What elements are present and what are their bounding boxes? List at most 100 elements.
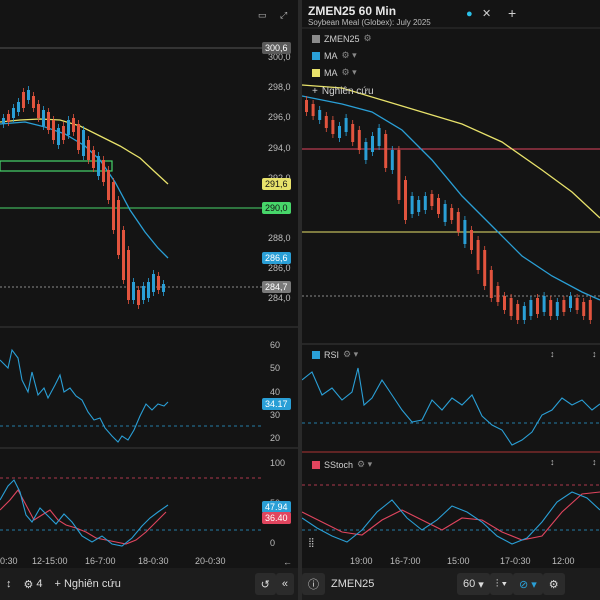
- reset-button[interactable]: ↺: [254, 573, 276, 595]
- candle: [305, 100, 308, 112]
- legend-label: MA: [324, 67, 338, 78]
- stoch-line: [302, 491, 600, 545]
- candles-group: [2, 86, 165, 309]
- scroll-up-icon[interactable]: ↕: [550, 349, 555, 359]
- left-chart-canvas[interactable]: ▭ ⤢ 300,0298,0296,0294,0292,0290,0288,02…: [0, 0, 298, 568]
- legend-item-symbol[interactable]: ZMEN25 ⚙: [312, 33, 372, 44]
- legend-item-ma-blue[interactable]: MA ⚙ ▾: [312, 50, 357, 61]
- gear-icon[interactable]: ⚙ ▾: [341, 67, 357, 77]
- candle: [32, 96, 35, 108]
- candle: [62, 126, 65, 140]
- gear-icon[interactable]: ⚙: [363, 33, 372, 43]
- right-chart-pane[interactable]: 19:00 16-7:00 15:00 17-0:30 12:00 ⣿ ↕ ↕ ↕ ↕ …: [302, 0, 600, 568]
- candle: [2, 118, 5, 124]
- stoch-tick-label: 0: [270, 538, 275, 548]
- candle: [147, 282, 150, 298]
- candle: [351, 124, 355, 142]
- candle: [42, 110, 45, 126]
- plus-icon: +: [54, 578, 61, 590]
- candles-group: [305, 96, 592, 324]
- window-icon[interactable]: ▭: [258, 10, 267, 20]
- candle: [132, 282, 135, 300]
- research-button[interactable]: + Nghiên cứu: [49, 573, 127, 595]
- candle: [496, 286, 500, 302]
- gear-icon[interactable]: ⚙ ▾: [341, 50, 357, 60]
- candle: [324, 116, 328, 128]
- time-label: 18-0:30: [138, 556, 169, 566]
- legend-item-ma-yellow[interactable]: MA ⚙ ▾: [312, 67, 357, 78]
- candle: [450, 208, 454, 220]
- candle: [142, 286, 145, 300]
- right-chart-canvas[interactable]: 19:00 16-7:00 15:00 17-0:30 12:00 ⣿ ↕ ↕ ↕ ↕: [302, 0, 600, 568]
- chevron-down-icon: ▾: [478, 578, 484, 591]
- zoom-icon[interactable]: ↕: [6, 578, 12, 590]
- scroll-up-icon[interactable]: ↕: [592, 349, 597, 359]
- candle: [575, 298, 579, 310]
- drag-handle-icon[interactable]: ⣿: [308, 537, 315, 547]
- scroll-up-icon[interactable]: ↕: [550, 457, 555, 467]
- scroll-up-icon[interactable]: ↕: [592, 457, 597, 467]
- close-icon[interactable]: ✕: [482, 8, 492, 20]
- time-label: 12:00: [552, 556, 575, 566]
- legend-item-rsi[interactable]: RSI ⚙ ▾: [312, 349, 358, 360]
- candle: [12, 108, 15, 118]
- zone-rectangle[interactable]: [0, 160, 113, 172]
- gear-icon[interactable]: ⚙ ▾: [357, 459, 373, 469]
- collapse-button[interactable]: «: [275, 573, 294, 595]
- price-tick-label: 300,0: [268, 52, 291, 62]
- candle: [582, 302, 586, 316]
- time-label: 19:00: [350, 556, 373, 566]
- candle: [17, 102, 20, 112]
- arrow-left-icon[interactable]: ←: [283, 557, 292, 567]
- time-label: 16-7:00: [390, 556, 421, 566]
- add-tab-icon[interactable]: +: [508, 5, 517, 21]
- swatch: [312, 51, 320, 60]
- gear-icon: ⚙: [23, 578, 34, 591]
- candle: [7, 114, 10, 122]
- pane-divider[interactable]: [298, 0, 302, 600]
- time-label: 16-7:00: [85, 556, 116, 566]
- status-dot-icon: ●: [466, 8, 473, 20]
- candle: [390, 150, 394, 170]
- chart-title: ZMEN25 60 Min: [308, 4, 397, 18]
- candle: [162, 284, 165, 292]
- time-label: 17-0:30: [500, 556, 531, 566]
- candle: [357, 130, 361, 150]
- candle: [483, 250, 487, 286]
- gear-icon[interactable]: ⚙ ▾: [343, 349, 359, 359]
- rsi-line: [0, 348, 169, 443]
- candle: [52, 120, 55, 140]
- legend-label: RSI: [324, 349, 340, 360]
- candle: [72, 118, 75, 132]
- research-button[interactable]: + Nghiên cứu: [312, 86, 374, 97]
- settings-button[interactable]: ⚙: [542, 573, 565, 595]
- research-label: Nghiên cứu: [321, 86, 374, 97]
- left-price-axis: 300,0298,0296,0294,0292,0290,0288,0286,0…: [268, 52, 291, 548]
- candle: [555, 302, 559, 316]
- rsi-tick-label: 40: [270, 387, 280, 397]
- research-label: Nghiên cứu: [63, 578, 121, 590]
- info-button[interactable]: ⓘ: [302, 573, 325, 595]
- plus-icon: +: [312, 86, 318, 97]
- candle: [152, 274, 155, 292]
- candle: [443, 204, 447, 222]
- candle: [107, 170, 110, 200]
- maximize-icon[interactable]: ⤢: [279, 10, 287, 20]
- candle: [437, 198, 440, 214]
- legend-item-stoch[interactable]: SStoch ⚙ ▾: [312, 459, 372, 470]
- candle: [318, 110, 322, 120]
- candle: [338, 126, 341, 138]
- interval-select[interactable]: 60 ▾: [457, 573, 490, 595]
- candle: [588, 300, 592, 320]
- candle: [522, 306, 526, 320]
- settings-button[interactable]: ⚙ 4: [18, 573, 49, 595]
- left-chart-pane[interactable]: ▭ ⤢ 300,0298,0296,0294,0292,0290,0288,02…: [0, 0, 298, 568]
- candle: [87, 140, 90, 160]
- interval-value: 60: [463, 578, 476, 590]
- visibility-select[interactable]: ⊘ ▾: [512, 573, 543, 595]
- candle: [404, 180, 407, 220]
- symbol-field[interactable]: ZMEN25: [331, 578, 375, 590]
- candle: [377, 128, 381, 146]
- chart-type-select[interactable]: ⫶ ▾: [489, 573, 513, 595]
- candle: [117, 200, 120, 255]
